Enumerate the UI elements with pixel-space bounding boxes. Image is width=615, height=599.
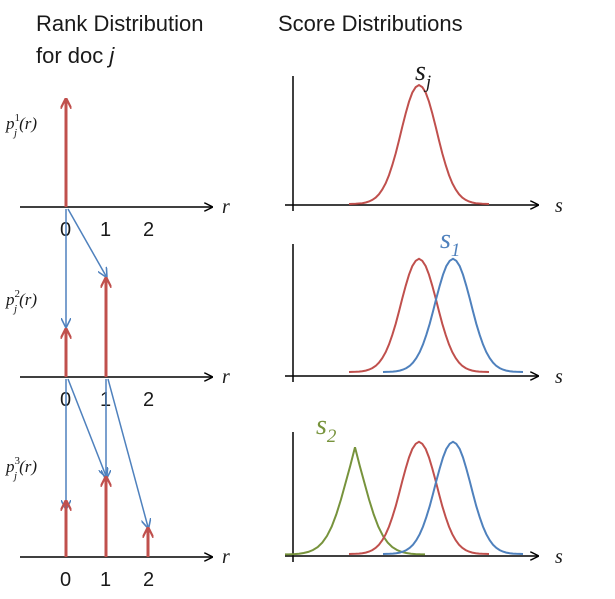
transition-arrows-1 [66, 208, 106, 326]
rank-tick-label: 2 [143, 219, 154, 241]
rank-axis-var-2: r [222, 366, 230, 388]
right-title: Score Distributions [278, 11, 463, 36]
curve-s1 [382, 440, 524, 555]
rank-panel-3: r 0 1 2 p3 j (r) [5, 455, 230, 591]
prob-label-2: p2 j (r) [5, 288, 37, 315]
curve-label-s2: s2 [316, 410, 337, 447]
rank-axis-var-1: r [222, 196, 230, 218]
rank-panel-2: r 0 1 2 p2j(r) [5, 279, 230, 411]
curve-sj [348, 83, 490, 205]
transition-arrow [67, 208, 106, 276]
score-panel-3: s s2 [284, 410, 563, 568]
left-title-line2: for doc j [36, 42, 114, 70]
curve-s2 [284, 447, 426, 556]
curve-label-sj: sj [415, 56, 431, 93]
score-panel-2: s s1 [285, 224, 563, 388]
rank-tick-label: 2 [143, 389, 154, 411]
rank-tick-label: 0 [60, 569, 71, 591]
prob-label-3: p3 j (r) [5, 455, 37, 482]
curve-label-s1: s1 [440, 224, 460, 261]
rank-tick-label: 1 [100, 219, 111, 241]
left-title-var: j [109, 43, 115, 68]
score-axis-var-2: s [555, 366, 563, 388]
transition-arrow [107, 378, 148, 527]
curve-sj [348, 257, 490, 373]
rank-tick-label: 1 [100, 569, 111, 591]
transition-arrows-2 [66, 378, 148, 527]
score-axis-var-1: s [555, 195, 563, 217]
curve-s1 [382, 257, 524, 373]
rank-tick-label: 2 [143, 569, 154, 591]
rank-axis-var-3: r [222, 546, 230, 568]
left-title-prefix: for doc [36, 43, 110, 68]
transition-arrow [67, 378, 106, 476]
left-title-line1: Rank Distribution [36, 11, 204, 36]
rank-panel-1: r 0 1 2 p1j(r) [5, 100, 230, 241]
score-panel-1: s sj [285, 56, 563, 217]
curve-sj [348, 440, 490, 555]
score-axis-var-3: s [555, 546, 563, 568]
prob-label-1: p1 j (r) [5, 112, 37, 139]
